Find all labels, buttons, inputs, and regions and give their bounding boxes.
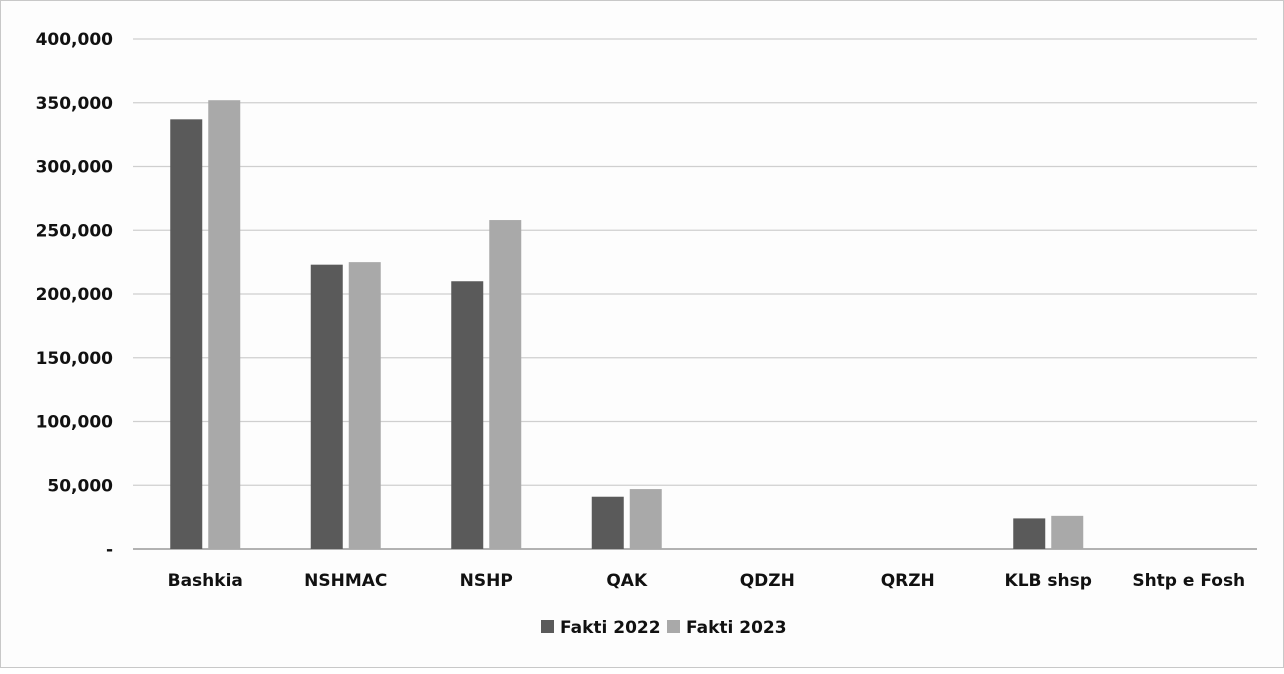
legend-swatch xyxy=(667,620,680,633)
bar-fakti-2022-bashkia xyxy=(170,119,203,549)
bars xyxy=(170,100,1084,550)
y-tick-label: 350,000 xyxy=(36,94,114,114)
x-tick-label: KLB shsp xyxy=(1005,571,1092,591)
bar-fakti-2023-klb-shsp xyxy=(1051,515,1084,549)
x-tick-label: NSHMAC xyxy=(304,571,387,591)
x-tick-label: QAK xyxy=(606,571,648,591)
y-tick-label: 100,000 xyxy=(36,413,114,433)
bar-fakti-2023-qak xyxy=(629,489,662,549)
bar-fakti-2022-nshmac xyxy=(310,264,343,549)
bar-fakti-2023-nshmac xyxy=(348,262,381,549)
bar-fakti-2022-klb-shsp xyxy=(1013,518,1046,549)
bar-fakti-2023-bashkia xyxy=(208,100,241,549)
x-axis: Bashkia NSHMAC NSHP QAK QDZH QRZH KLB shsp Shtp… xyxy=(168,571,1246,591)
gridlines xyxy=(133,38,1257,550)
legend: Fakti 2022 Fakti 2023 xyxy=(541,618,787,638)
bar-fakti-2022-qak xyxy=(591,496,624,549)
x-tick-label: QDZH xyxy=(740,571,795,591)
x-tick-label: Shtp e Fosh xyxy=(1132,571,1245,591)
y-tick-label: 200,000 xyxy=(36,285,114,305)
y-tick-label: 300,000 xyxy=(36,158,114,178)
y-tick-label: - xyxy=(106,540,113,560)
legend-label: Fakti 2023 xyxy=(686,618,787,638)
legend-swatch xyxy=(541,620,554,633)
y-tick-label: 250,000 xyxy=(36,221,114,241)
bar-fakti-2022-nshp xyxy=(451,281,484,549)
legend-label: Fakti 2022 xyxy=(560,618,661,638)
x-tick-label: QRZH xyxy=(881,571,935,591)
y-tick-label: 50,000 xyxy=(47,476,113,496)
y-tick-label: 150,000 xyxy=(36,349,114,369)
x-tick-label: NSHP xyxy=(460,571,513,591)
y-axis: - 50,000 100,000 150,000 200,000 250,000 300,0… xyxy=(36,30,114,560)
bar-fakti-2023-nshp xyxy=(489,220,522,550)
y-tick-label: 400,000 xyxy=(36,30,114,50)
x-tick-label: Bashkia xyxy=(168,571,243,591)
